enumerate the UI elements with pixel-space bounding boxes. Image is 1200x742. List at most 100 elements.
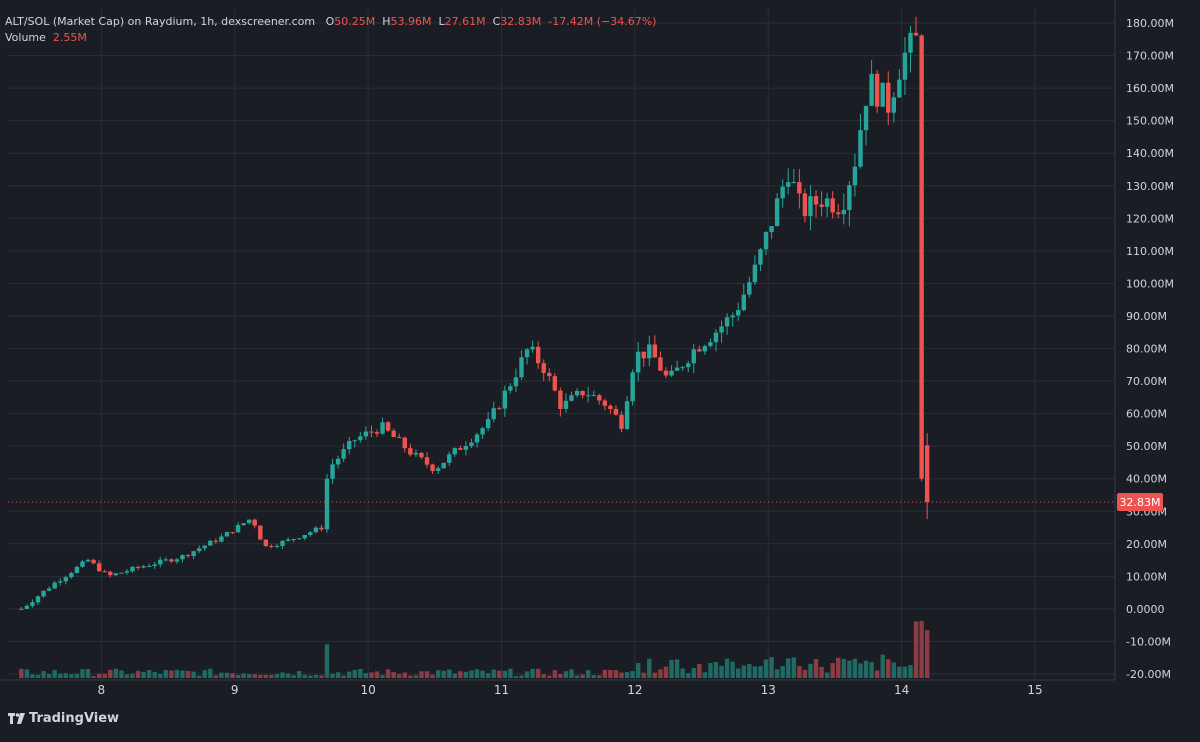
- candle: [358, 431, 363, 443]
- candle: [241, 522, 246, 527]
- candle: [813, 189, 819, 218]
- price-axis-tick: 50.00M: [1126, 440, 1167, 453]
- volume-bar: [285, 673, 291, 678]
- candle-body: [219, 536, 224, 542]
- candle: [469, 438, 474, 448]
- volume-bar: [658, 669, 663, 678]
- candle: [524, 347, 530, 365]
- candle: [635, 341, 641, 382]
- volume-bar: [352, 669, 357, 678]
- candle: [758, 247, 763, 272]
- candle: [686, 360, 691, 373]
- volume-bar: [808, 663, 813, 678]
- legend-volume-value: 2.55M: [52, 31, 87, 44]
- current-price-label: 32.83M: [1120, 496, 1161, 509]
- volume-bar: [119, 670, 124, 678]
- time-axis-tick: 9: [231, 683, 239, 697]
- volume-bar: [480, 670, 485, 678]
- volume-bar: [324, 644, 330, 678]
- candle: [224, 531, 230, 537]
- candle: [619, 411, 624, 433]
- candle: [741, 283, 746, 312]
- candle: [58, 578, 63, 586]
- tradingview-brand[interactable]: TradingView: [8, 711, 119, 726]
- candle-body: [430, 464, 435, 472]
- time-axis-tick: 11: [494, 683, 509, 697]
- volume-bar: [196, 675, 202, 678]
- candle: [897, 68, 902, 98]
- candle-body: [530, 346, 535, 350]
- candle: [708, 338, 713, 348]
- volume-bar: [497, 670, 502, 678]
- candle: [485, 412, 491, 432]
- volume-bar: [574, 675, 580, 678]
- volume-bar: [191, 671, 196, 678]
- candle-body: [824, 198, 830, 207]
- candle-body: [652, 344, 658, 358]
- volume-bar: [619, 672, 624, 678]
- candle: [919, 33, 924, 482]
- volume-bar: [280, 672, 285, 678]
- candle: [702, 344, 708, 355]
- candle: [196, 545, 202, 554]
- candle: [80, 560, 85, 568]
- time-axis-tick: 10: [360, 683, 375, 697]
- volume-bar: [897, 666, 902, 678]
- candle-body: [385, 422, 391, 431]
- candle-body: [658, 357, 663, 371]
- time-axis-tick: 8: [98, 683, 106, 697]
- volume-bar: [886, 659, 891, 678]
- candle-body: [119, 572, 124, 574]
- volume-bar: [96, 673, 102, 678]
- candle-body: [585, 395, 591, 397]
- candle-body: [508, 386, 513, 391]
- volume-bar: [686, 673, 691, 678]
- candle: [258, 525, 263, 540]
- candle-body: [919, 35, 924, 479]
- candle-body: [363, 431, 369, 437]
- candle-body: [569, 395, 574, 401]
- candle-body: [158, 559, 163, 565]
- volume-bar: [719, 665, 724, 678]
- legend-volume-label: Volume: [5, 31, 46, 44]
- candle: [852, 153, 858, 197]
- price-axis-tick: 60.00M: [1126, 408, 1167, 421]
- price-axis-tick: 0.0000: [1126, 603, 1165, 616]
- candle: [774, 193, 780, 227]
- candle-body: [30, 602, 35, 606]
- volume-bar: [908, 665, 913, 678]
- candle-body: [602, 400, 608, 406]
- candle: [119, 572, 124, 574]
- candle: [424, 452, 430, 468]
- candle-body: [330, 464, 335, 479]
- volume-bar: [319, 675, 324, 678]
- volume-bar: [519, 675, 524, 678]
- volume-bar: [358, 668, 363, 678]
- candle-body: [208, 540, 213, 546]
- candle: [130, 565, 135, 573]
- volume-bar: [463, 671, 469, 678]
- candle-body: [697, 349, 702, 352]
- volume-bar: [880, 654, 885, 678]
- volume-bar: [863, 660, 869, 678]
- candle: [902, 36, 908, 96]
- volume-bar: [69, 674, 74, 678]
- volume-bar: [741, 665, 746, 678]
- volume-bar: [508, 668, 513, 678]
- candle: [308, 530, 313, 537]
- volume-bar: [24, 669, 30, 678]
- time-axis-tick: 12: [627, 683, 642, 697]
- candle: [808, 185, 813, 231]
- volume-bar: [180, 670, 185, 678]
- volume-bar: [447, 669, 452, 678]
- legend-open-value: 50.25M: [334, 15, 376, 28]
- candle-body: [46, 588, 52, 591]
- volume-bar: [580, 674, 585, 678]
- volume-bar: [58, 673, 63, 678]
- candle-body: [52, 582, 57, 589]
- candle: [519, 350, 524, 380]
- candle: [124, 569, 130, 575]
- candle-body: [241, 523, 246, 526]
